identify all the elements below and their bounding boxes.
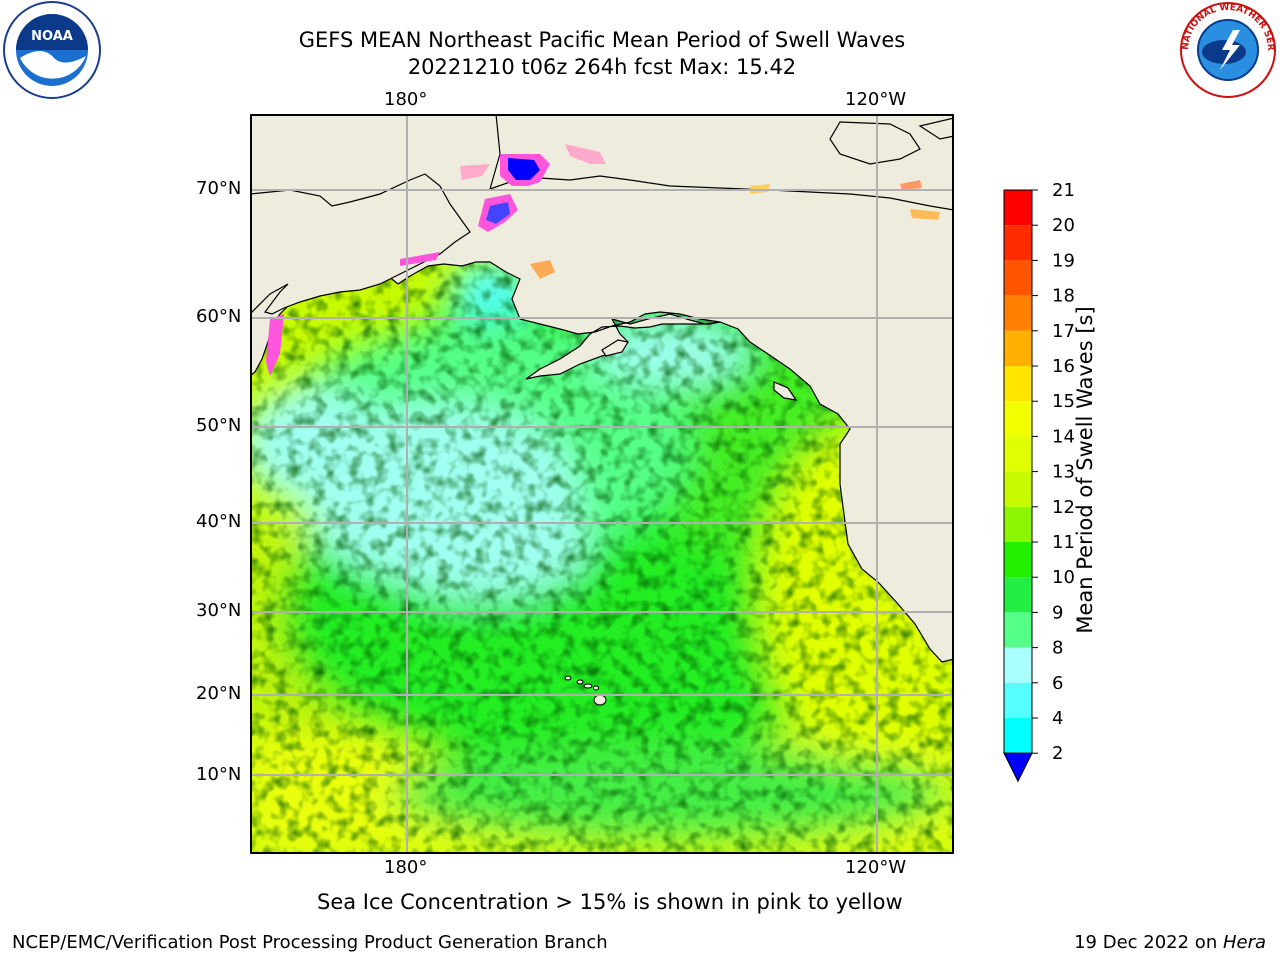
land-arctic-island	[829, 121, 921, 165]
colorbar-segment	[1004, 225, 1032, 261]
colorbar-tick-label: 6	[1052, 673, 1063, 694]
nws-logo: NATIONAL WEATHER SERVICE	[1175, 0, 1278, 100]
colorbar-segment	[1004, 612, 1032, 648]
colorbar-segment	[1004, 506, 1032, 542]
bottom-lon-label-180: 180°	[384, 857, 428, 878]
map-border	[250, 114, 954, 854]
lat-label-40n: 40°N	[196, 511, 242, 532]
colorbar-tick-label: 12	[1052, 497, 1075, 518]
colorbar-tick-label: 21	[1052, 180, 1075, 201]
hawaiian-islands	[564, 675, 607, 706]
colorbar-tick-label: 4	[1052, 708, 1063, 729]
swell-period-map	[250, 114, 954, 854]
footer-credit: NCEP/EMC/Verification Post Processing Pr…	[12, 932, 608, 953]
colorbar-segment	[1004, 471, 1032, 507]
graticule	[250, 114, 954, 854]
colorbar-tick-label: 16	[1052, 356, 1075, 377]
footer-date: 19 Dec 2022 on Hera	[1074, 932, 1266, 953]
lat-label-70n: 70°N	[196, 178, 242, 199]
colorbar-segment	[1004, 577, 1032, 613]
colorbar-segment	[1004, 542, 1032, 578]
colorbar-tick-label: 15	[1052, 391, 1075, 412]
footer-host: Hera	[1222, 932, 1266, 953]
land-kodiak	[601, 339, 629, 357]
map-panel	[250, 114, 954, 854]
lat-label-60n: 60°N	[196, 306, 242, 327]
colorbar-segment	[1004, 295, 1032, 331]
lat-label-20n: 20°N	[196, 683, 242, 704]
land-arctic-island-2	[918, 117, 954, 140]
colorbar-tick-label: 20	[1052, 215, 1075, 236]
colorbar-tick-label: 13	[1052, 462, 1075, 483]
colorbar-scale: 21 20 19 18 17 16 15 14 13 12 11 10 9 8 6 4 2	[1003, 180, 1075, 783]
land-chukotka	[250, 173, 471, 315]
colorbar-tick-label: 10	[1052, 567, 1075, 588]
map-subtitle: 20221210 t06z 264h fcst Max: 15.42	[407, 55, 797, 79]
colorbar-label-text: Mean Period of Swell Waves [s]	[1073, 306, 1097, 634]
top-lon-label-120w: 120°W	[845, 89, 907, 110]
land-vancouver-island	[773, 381, 798, 401]
lat-label-10n: 10°N	[196, 764, 242, 785]
map-title: GEFS MEAN Northeast Pacific Mean Period …	[298, 28, 906, 52]
colorbar-extend-arrow	[1003, 752, 1033, 783]
colorbar-segment	[1004, 401, 1032, 437]
lat-label-50n: 50°N	[196, 415, 242, 436]
colorbar-tick-label: 14	[1052, 426, 1075, 447]
colorbar-segment	[1004, 436, 1032, 472]
bottom-lon-label-120w: 120°W	[845, 857, 907, 878]
top-lon-label-180: 180°	[384, 89, 428, 110]
colorbar-tick-label: 11	[1052, 532, 1075, 553]
nws-logo-icon: NATIONAL WEATHER SERVICE	[1175, 0, 1276, 98]
colorbar-tick-label: 9	[1052, 602, 1063, 623]
colorbar: 21 20 19 18 17 16 15 14 13 12 11 10 9 8 6 4 2	[1000, 180, 1100, 790]
lat-label-30n: 30°N	[196, 600, 242, 621]
sea-ice	[266, 144, 940, 376]
noaa-logo: NOAA	[2, 0, 102, 100]
colorbar-segment	[1004, 330, 1032, 366]
colorbar-tick-label: 18	[1052, 286, 1075, 307]
colorbar-segment	[1004, 718, 1032, 754]
noaa-logo-icon: NOAA	[3, 1, 101, 99]
colorbar-segment	[1004, 366, 1032, 402]
colorbar-tick-label: 19	[1052, 250, 1075, 271]
colorbar-tick-label: 2	[1052, 743, 1063, 764]
colorbar-tick-label: 17	[1052, 321, 1075, 342]
colorbar-segment	[1004, 682, 1032, 718]
sea-ice-caption: Sea Ice Concentration > 15% is shown in …	[317, 890, 903, 914]
colorbar-segment	[1004, 260, 1032, 296]
colorbar-segment	[1004, 190, 1032, 226]
svg-text:NOAA: NOAA	[31, 29, 73, 44]
footer-date-text: 19 Dec 2022 on	[1074, 932, 1223, 953]
colorbar-segment	[1004, 647, 1032, 683]
colorbar-tick-label: 8	[1052, 638, 1063, 659]
